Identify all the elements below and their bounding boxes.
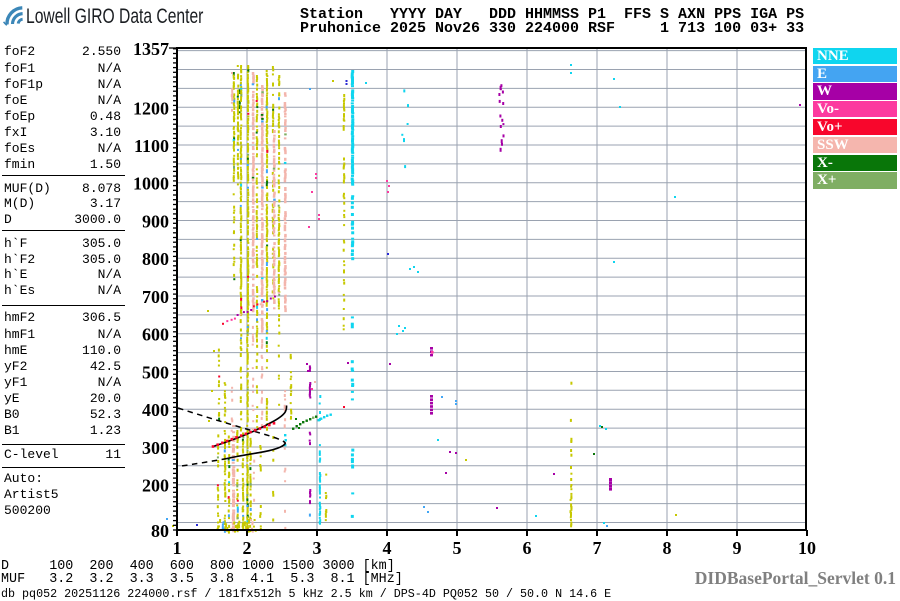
svg-text:1357: 1357 bbox=[133, 39, 169, 59]
svg-text:3: 3 bbox=[313, 538, 322, 558]
svg-text:5: 5 bbox=[453, 538, 462, 558]
svg-text:500: 500 bbox=[142, 363, 169, 383]
svg-text:10: 10 bbox=[798, 538, 816, 558]
svg-text:1200: 1200 bbox=[133, 98, 169, 118]
svg-text:600: 600 bbox=[142, 325, 169, 345]
svg-text:1000: 1000 bbox=[133, 174, 169, 194]
svg-text:80: 80 bbox=[151, 521, 169, 541]
svg-text:900: 900 bbox=[142, 212, 169, 232]
svg-text:400: 400 bbox=[142, 400, 169, 420]
svg-text:200: 200 bbox=[142, 476, 169, 496]
svg-text:6: 6 bbox=[523, 538, 532, 558]
svg-text:7: 7 bbox=[593, 538, 602, 558]
svg-text:700: 700 bbox=[142, 287, 169, 307]
svg-text:2: 2 bbox=[243, 538, 252, 558]
svg-text:9: 9 bbox=[733, 538, 742, 558]
svg-text:4: 4 bbox=[383, 538, 392, 558]
svg-text:800: 800 bbox=[142, 249, 169, 269]
svg-text:1: 1 bbox=[173, 538, 182, 558]
svg-text:1100: 1100 bbox=[134, 136, 169, 156]
svg-text:300: 300 bbox=[142, 438, 169, 458]
svg-text:8: 8 bbox=[663, 538, 672, 558]
